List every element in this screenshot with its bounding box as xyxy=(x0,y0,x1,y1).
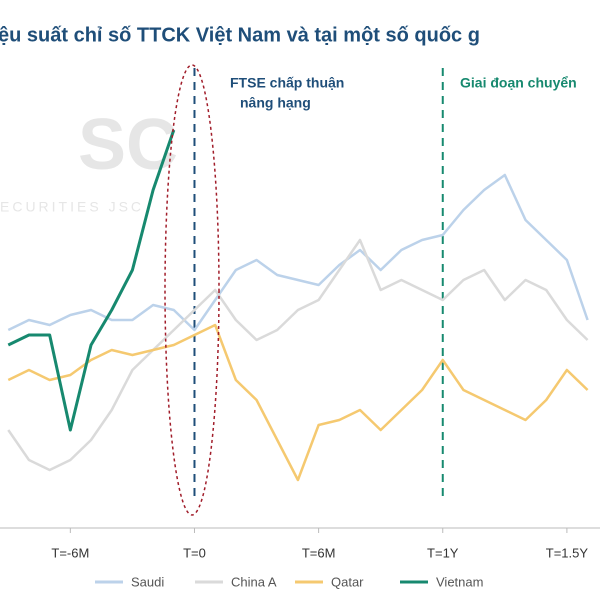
x-tick-label: T=0 xyxy=(183,545,206,560)
highlight-ellipse xyxy=(164,64,220,516)
series-line xyxy=(7,129,176,432)
x-tick-label: T=1.5Y xyxy=(546,545,589,560)
chart-title: ệu suất chỉ số TTCK Việt Nam và tại một … xyxy=(0,24,480,46)
watermark: ECURITIES JSC xyxy=(0,199,144,215)
watermark: SC xyxy=(78,105,178,185)
annotation: FTSE chấp thuận xyxy=(230,75,344,91)
series-line xyxy=(7,238,589,472)
annotation: nâng hạng xyxy=(240,95,311,111)
legend-label: Saudi xyxy=(131,574,164,589)
x-tick-label: T=6M xyxy=(302,545,336,560)
x-tick-label: T=1Y xyxy=(427,545,459,560)
series-line xyxy=(7,323,589,482)
annotation: Giai đoạn chuyển xyxy=(460,75,577,91)
legend-label: China A xyxy=(231,574,277,589)
series-line xyxy=(7,173,589,332)
legend-label: Vietnam xyxy=(436,574,483,589)
legend-label: Qatar xyxy=(331,574,364,589)
x-tick-label: T=-6M xyxy=(51,545,89,560)
